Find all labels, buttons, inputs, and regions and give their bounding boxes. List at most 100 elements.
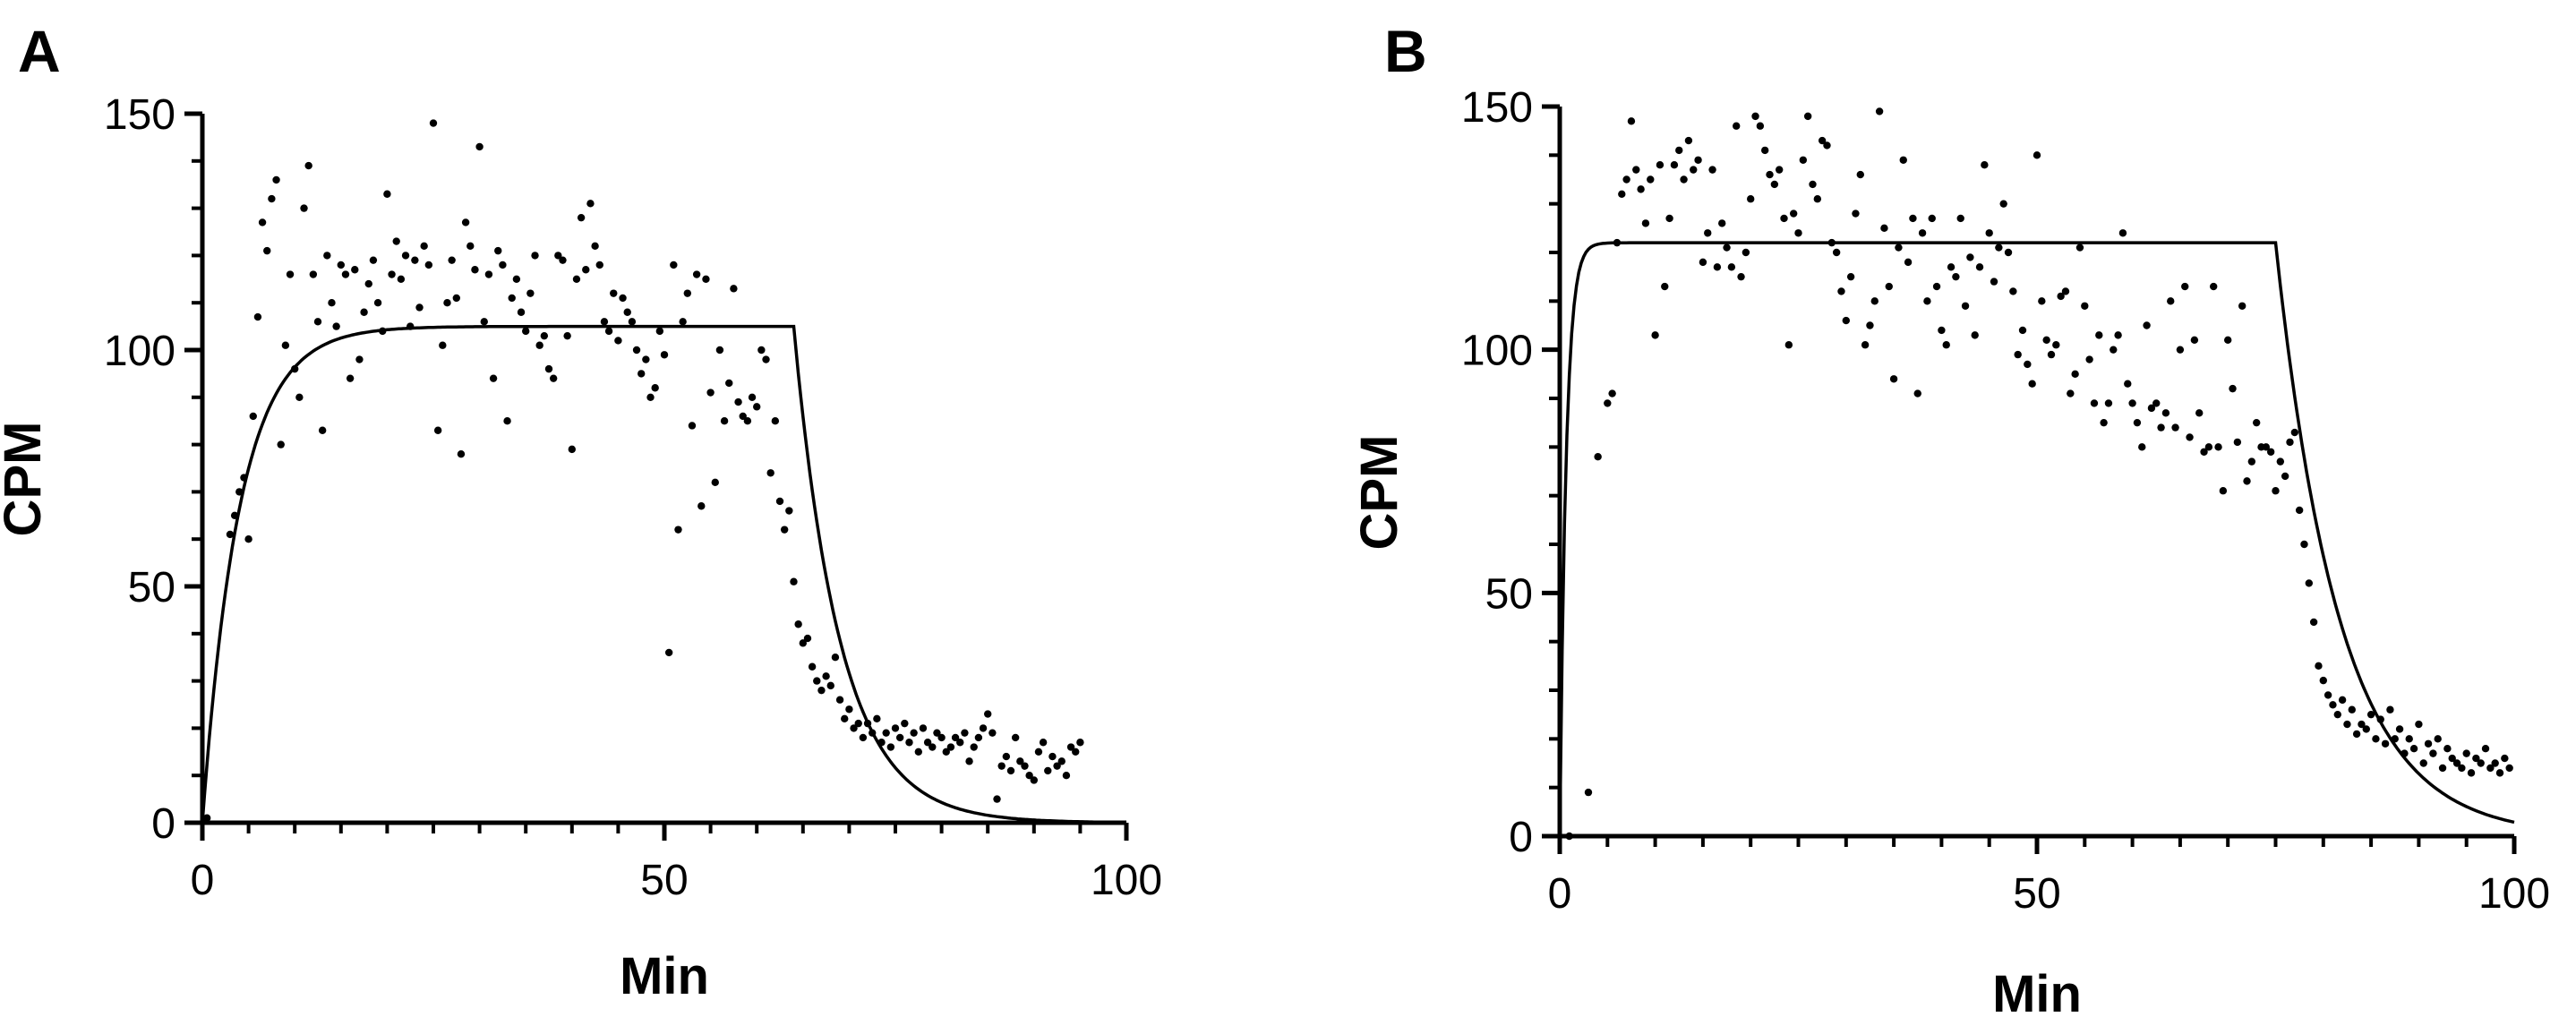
panel-b-data-point bbox=[1961, 302, 1970, 310]
panel-a-data-point bbox=[683, 289, 691, 297]
panel-b-data-point bbox=[2038, 297, 2046, 305]
panel-b-data-point bbox=[1794, 229, 1802, 237]
panel-b-data-point bbox=[2042, 336, 2050, 344]
panel-a-data-point bbox=[443, 299, 451, 307]
panel-b-x-tick-label: 0 bbox=[1548, 870, 1572, 918]
panel-a-data-point bbox=[1053, 762, 1061, 770]
panel-a-data-point bbox=[942, 748, 950, 756]
panel-a-data-point bbox=[642, 355, 650, 363]
panel-a-data-point bbox=[813, 677, 821, 685]
panel-a-data-point bbox=[863, 719, 872, 728]
panel-a-data-point bbox=[1072, 748, 1080, 756]
panel-a-data-point bbox=[670, 261, 678, 269]
panel-b-data-point bbox=[1813, 195, 1822, 203]
panel-b-data-point bbox=[1885, 282, 1893, 291]
panel-a-data-point bbox=[424, 261, 433, 269]
panel-b-data-point bbox=[1613, 238, 1622, 247]
panel-b-data-point bbox=[1766, 170, 1774, 179]
panel-b-label: B bbox=[1384, 18, 1427, 84]
panel-a-data-point bbox=[859, 733, 868, 742]
panel-a-data-point bbox=[692, 270, 701, 278]
panel-b-data-point bbox=[2219, 487, 2228, 495]
panel-a-data-point bbox=[951, 733, 960, 742]
panel-b-data-point bbox=[1938, 326, 1946, 335]
panel-b-data-point bbox=[2386, 705, 2394, 714]
panel-b-data-point bbox=[2333, 710, 2341, 719]
panel-a-data-point bbox=[304, 161, 312, 170]
panel-a-data-point bbox=[845, 705, 853, 714]
panel-b-data-point bbox=[1975, 263, 1984, 271]
panel-b-data-point bbox=[2033, 151, 2041, 159]
panel-b-data-point bbox=[1799, 156, 1808, 164]
panel-b-data-point bbox=[2233, 438, 2242, 447]
panel-b-data-point bbox=[2381, 739, 2390, 748]
panel-b-data-point bbox=[2095, 331, 2103, 339]
panel-a-data-point bbox=[341, 270, 350, 278]
panel-b-data-point bbox=[2324, 691, 2332, 699]
panel-a-data-point bbox=[253, 312, 262, 321]
panel-a-data-point bbox=[512, 275, 521, 283]
panel-a-data-point bbox=[910, 729, 918, 737]
panel-b-data-point bbox=[1870, 297, 1879, 305]
panel-a-data-point bbox=[905, 739, 913, 747]
panel-b-data-point bbox=[2024, 360, 2032, 369]
panel-a-data-point bbox=[563, 331, 571, 340]
panel-a-data-point bbox=[743, 417, 752, 425]
panel-a-data-point bbox=[655, 327, 664, 336]
panel-b-data-point bbox=[1647, 175, 1655, 184]
panel-a-data-point bbox=[272, 175, 280, 184]
panel-a-data-point bbox=[831, 654, 840, 662]
panel-b-data-point bbox=[1656, 161, 1665, 169]
panel-a-data-point bbox=[549, 374, 558, 382]
panel-b-data-point bbox=[2305, 579, 2314, 587]
panel-a-data-point bbox=[914, 748, 922, 756]
panel-b-data-point bbox=[1694, 156, 1702, 164]
panel-b-data-point bbox=[2358, 720, 2366, 729]
panel-b-data-point bbox=[2004, 248, 2013, 257]
panel-b-data-point bbox=[2204, 443, 2213, 451]
panel-a-y-axis-title: CPM bbox=[0, 422, 52, 537]
panel-a-data-point bbox=[614, 337, 622, 345]
panel-b-data-point bbox=[2176, 346, 2185, 354]
panel-b-data-point bbox=[1823, 141, 1831, 150]
panel-b-data-point bbox=[1895, 244, 1903, 252]
panel-b-data-point bbox=[2343, 720, 2351, 729]
panel-b-y-tick-label: 150 bbox=[1461, 84, 1533, 132]
panel-a-data-point bbox=[300, 204, 308, 212]
panel-b-data-point bbox=[1999, 200, 2007, 208]
panel-a-data-point bbox=[531, 252, 539, 260]
panel-b-data-point bbox=[2401, 749, 2409, 757]
panel-a-data-point bbox=[466, 242, 475, 251]
panel-a-data-point bbox=[517, 308, 526, 316]
panel-b-data-point bbox=[1727, 263, 1736, 271]
panel-b-data-point bbox=[2391, 735, 2399, 743]
panel-a-data-point bbox=[1034, 748, 1043, 756]
panel-b-data-point bbox=[2110, 346, 2118, 354]
panel-b-data-point bbox=[2028, 380, 2036, 388]
panel-b-data-point bbox=[1675, 146, 1683, 155]
panel-b-data-point bbox=[1651, 331, 1659, 339]
panel-a-data-point bbox=[309, 270, 318, 278]
panel-b-data-point bbox=[1866, 321, 1874, 329]
panel-b-data-point bbox=[1846, 272, 1855, 281]
panel-b-data-point bbox=[2272, 487, 2280, 495]
panel-a-data-point bbox=[313, 318, 322, 326]
panel-a-data-point bbox=[835, 696, 844, 704]
panel-a-data-point bbox=[369, 256, 378, 264]
panel-b-data-point bbox=[1990, 278, 1998, 286]
panel-b-data-point bbox=[2467, 769, 2476, 777]
panel-a-data-point bbox=[522, 327, 530, 336]
panel-b-data-point bbox=[1618, 190, 1626, 198]
panel-b-data-point bbox=[1956, 214, 1964, 223]
panel-b-data-point bbox=[1770, 180, 1779, 189]
panel-b-data-point bbox=[1565, 832, 1573, 841]
panel-b-data-point bbox=[2315, 662, 2323, 671]
panel-b-data-point bbox=[2348, 705, 2356, 714]
panel-a-data-point bbox=[600, 318, 609, 326]
panel-b-data-point bbox=[2290, 428, 2299, 437]
panel-a-data-point bbox=[471, 266, 479, 274]
panel-a-data-point bbox=[475, 142, 484, 151]
panel-b-data-point bbox=[1756, 122, 1765, 130]
panel-b-data-point bbox=[2438, 764, 2447, 773]
panel-b-data-point bbox=[1923, 297, 1931, 305]
